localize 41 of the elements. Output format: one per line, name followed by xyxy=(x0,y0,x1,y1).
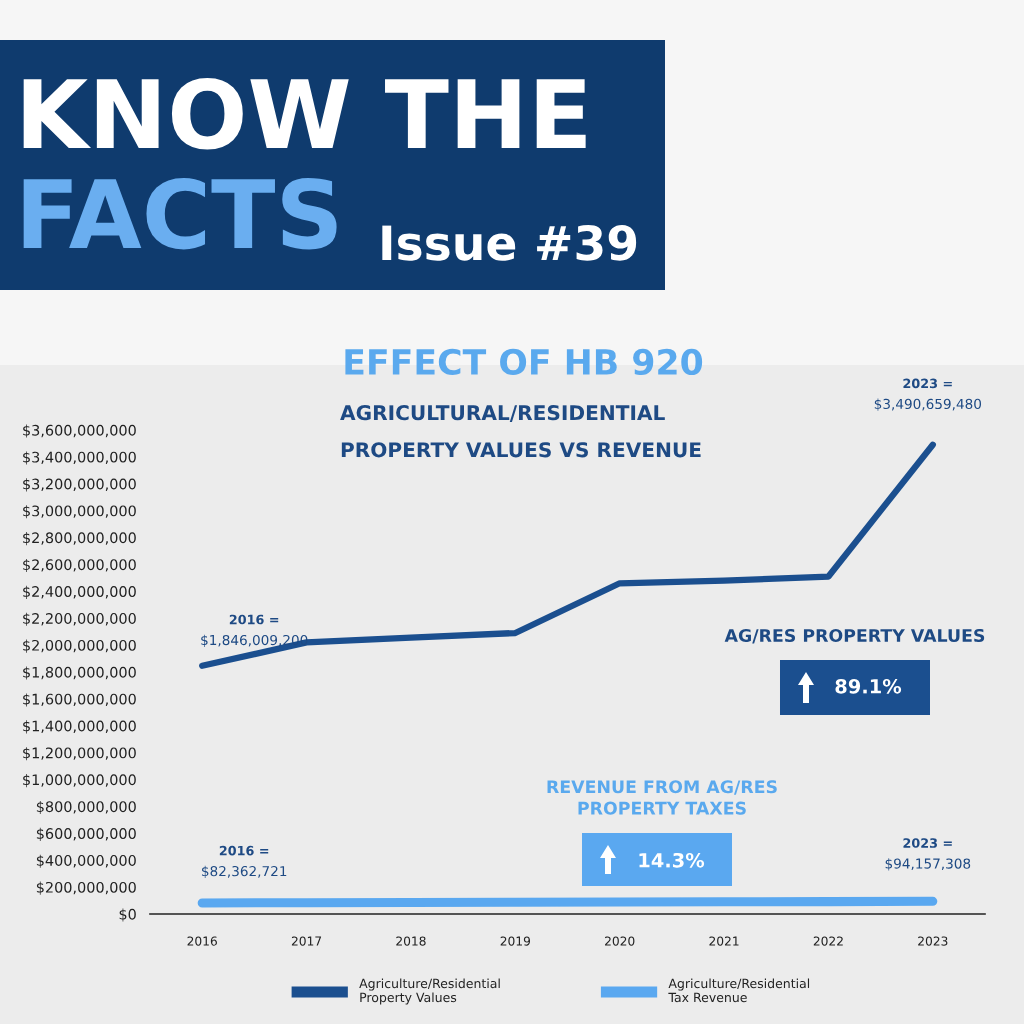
y-tick-label: $3,600,000,000 xyxy=(23,424,136,438)
annotation: 89.1% xyxy=(835,678,902,694)
y-tick-label: $2,400,000,000 xyxy=(23,585,136,599)
y-tick-label: $3,000,000,000 xyxy=(23,505,136,519)
x-tick-label: 2022 xyxy=(813,936,843,946)
y-tick-label: $800,000,000 xyxy=(36,800,136,815)
annotation: REVENUE FROM AG/RES PROPERTY TAXES xyxy=(547,780,777,815)
y-tick-label: $1,000,000,000 xyxy=(23,774,136,788)
x-tick-label: 2021 xyxy=(709,936,739,946)
y-tick-label: $200,000,000 xyxy=(36,881,136,895)
y-tick-label: $2,200,000,000 xyxy=(23,612,136,626)
legend-label: Agriculture/Residential Tax Revenue xyxy=(668,978,810,1003)
annotation: 2016 = $82,362,721 xyxy=(202,845,287,879)
y-tick-label: $600,000,000 xyxy=(36,827,136,841)
annotation: AG/RES PROPERTY VALUES xyxy=(724,628,985,644)
text: Issue #39 xyxy=(382,224,637,261)
x-tick-label: 2018 xyxy=(396,936,426,946)
y-tick-label: $2,800,000,000 xyxy=(23,532,136,546)
y-tick-label: $1,200,000,000 xyxy=(23,747,136,761)
y-tick-label: $3,400,000,000 xyxy=(23,451,136,465)
x-tick-label: 2020 xyxy=(605,936,635,946)
x-tick-label: 2016 xyxy=(187,936,217,946)
annotation: 2023 = $94,157,308 xyxy=(885,838,971,871)
y-tick-label: $1,600,000,000 xyxy=(23,693,136,707)
text: KNOW THE xyxy=(23,77,586,150)
text: FACTS xyxy=(23,177,337,250)
y-tick-label: $3,200,000,000 xyxy=(23,478,136,492)
y-tick-label: $0 xyxy=(119,908,136,922)
y-tick-label: $1,800,000,000 xyxy=(23,666,136,680)
annotation: 14.3% xyxy=(639,852,705,868)
y-tick-label: $1,400,000,000 xyxy=(23,720,136,734)
x-tick-label: 2019 xyxy=(500,936,531,946)
y-tick-label: $400,000,000 xyxy=(36,854,136,868)
annotation: 2023 = $3,490,659,480 xyxy=(874,378,982,411)
chart-subtitle: AGRICULTURAL/RESIDENTIAL PROPERTY VALUES VS REVENUE xyxy=(340,405,701,458)
y-tick-label: $2,600,000,000 xyxy=(23,558,136,573)
chart-title: EFFECT OF HB 920 xyxy=(345,348,703,376)
y-tick-label: $2,000,000,000 xyxy=(23,639,136,653)
x-tick-label: 2017 xyxy=(291,936,322,946)
x-tick-label: 2023 xyxy=(918,936,948,946)
legend-label: Agriculture/Residential Property Values xyxy=(359,978,500,1005)
